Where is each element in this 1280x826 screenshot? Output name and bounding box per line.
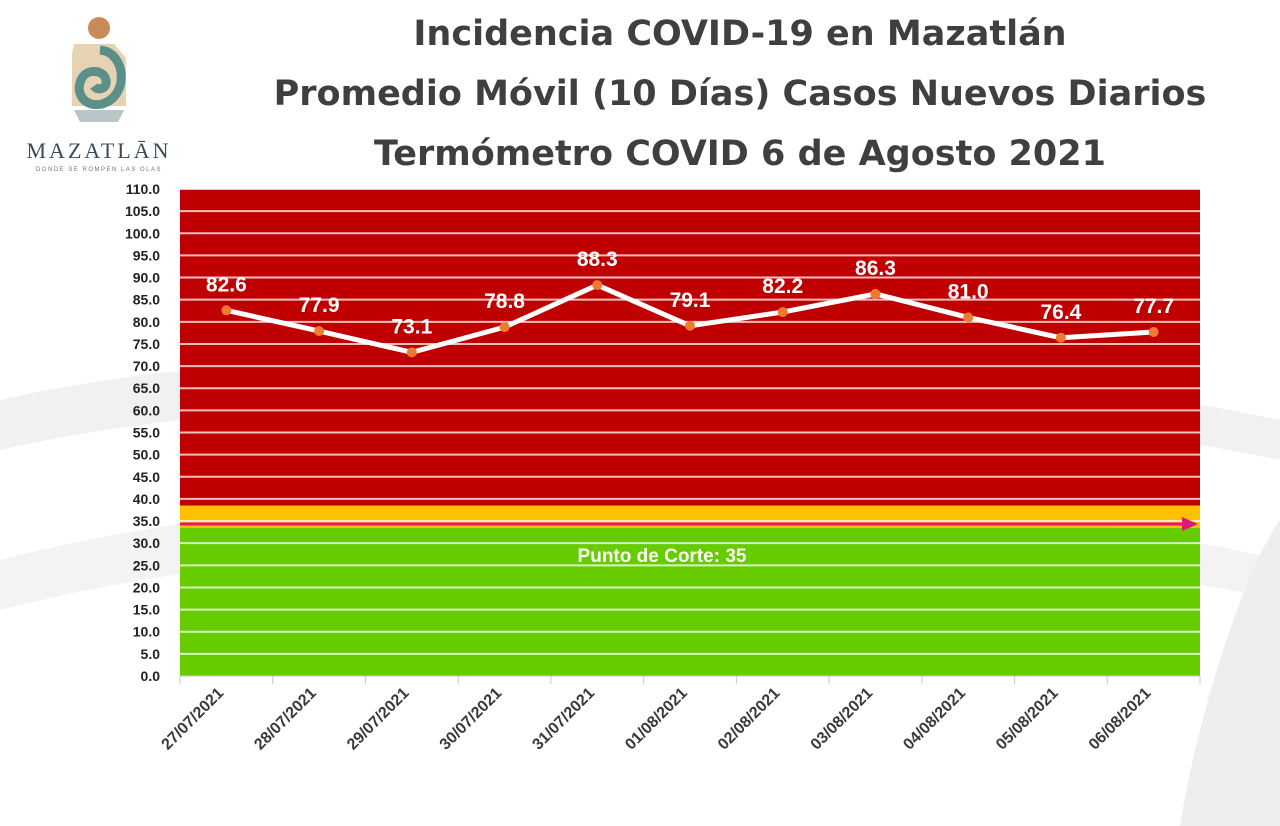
chart-date-line: Termómetro COVID 6 de Agosto 2021 bbox=[374, 134, 1106, 174]
data-point bbox=[406, 347, 417, 358]
band-orange bbox=[180, 505, 1200, 528]
y-tick-label: 10.0 bbox=[133, 624, 160, 640]
y-tick-label: 50.0 bbox=[133, 447, 160, 463]
y-tick-label: 55.0 bbox=[133, 425, 160, 441]
mazatlan-emblem-icon bbox=[72, 17, 126, 122]
logo-wordmark: MAZATLĀN bbox=[26, 138, 172, 163]
chart-title: Incidencia COVID-19 en Mazatlán bbox=[413, 14, 1067, 54]
data-label: 88.3 bbox=[577, 248, 618, 271]
data-point bbox=[685, 320, 695, 331]
x-tick-label: 04/08/2021 bbox=[900, 685, 969, 754]
data-label: 73.1 bbox=[391, 315, 432, 338]
y-tick-label: 5.0 bbox=[141, 646, 161, 662]
x-tick-label: 28/07/2021 bbox=[251, 685, 320, 754]
y-tick-label: 85.0 bbox=[133, 292, 160, 308]
data-label: 77.7 bbox=[1133, 295, 1174, 318]
data-label: 81.0 bbox=[948, 280, 989, 303]
x-tick-label: 29/07/2021 bbox=[344, 685, 413, 754]
y-tick-label: 0.0 bbox=[141, 668, 161, 684]
x-tick-label: 02/08/2021 bbox=[715, 685, 784, 754]
data-label: 86.3 bbox=[855, 257, 896, 280]
x-tick-label: 01/08/2021 bbox=[622, 685, 691, 754]
data-labels: 82.6 77.9 73.1 78.8 88.3 79.1 82.2 86.3 81.0 76.4… bbox=[206, 248, 1174, 338]
x-tick-label: 31/07/2021 bbox=[529, 685, 598, 754]
y-tick-label: 30.0 bbox=[133, 535, 160, 551]
data-point bbox=[777, 307, 788, 318]
data-label: 82.6 bbox=[206, 273, 247, 296]
x-tick-label: 30/07/2021 bbox=[437, 685, 506, 754]
y-tick-label: 65.0 bbox=[133, 380, 160, 396]
cut-point-label: Punto de Corte: 35 bbox=[578, 546, 747, 567]
y-tick-label: 25.0 bbox=[133, 557, 160, 573]
y-tick-label: 80.0 bbox=[133, 314, 160, 330]
data-point bbox=[499, 322, 510, 333]
y-tick-label: 100.0 bbox=[125, 225, 160, 241]
x-tick-label: 03/08/2021 bbox=[808, 685, 877, 754]
y-tick-label: 20.0 bbox=[133, 579, 160, 595]
data-point bbox=[1055, 332, 1066, 343]
data-point bbox=[963, 312, 974, 323]
y-tick-label: 35.0 bbox=[133, 513, 160, 529]
data-label: 77.9 bbox=[299, 294, 340, 317]
y-axis-ticks: 0.0 5.0 10.0 15.0 20.0 25.0 30.0 35.0 40.0 45.0 50… bbox=[125, 181, 160, 684]
data-point bbox=[592, 280, 603, 291]
y-tick-label: 70.0 bbox=[133, 358, 160, 374]
y-tick-label: 90.0 bbox=[133, 270, 160, 286]
gridlines bbox=[180, 188, 1200, 655]
data-point bbox=[870, 288, 881, 299]
data-label: 76.4 bbox=[1040, 301, 1081, 324]
data-label: 79.1 bbox=[670, 289, 711, 312]
data-label: 78.8 bbox=[484, 290, 525, 313]
x-axis-ticks: 27/07/2021 28/07/2021 29/07/2021 30/07/2021… bbox=[159, 676, 1201, 754]
data-point bbox=[314, 326, 325, 337]
y-tick-label: 105.0 bbox=[125, 203, 160, 219]
x-tick-label: 06/08/2021 bbox=[1086, 685, 1155, 754]
data-points bbox=[221, 280, 1159, 358]
band-red bbox=[180, 189, 1200, 506]
mazatlan-logo: MAZATLĀN DONDE SE ROMPEN LAS OLAS bbox=[14, 14, 184, 174]
x-tick-label: 27/07/2021 bbox=[159, 685, 228, 754]
y-tick-label: 75.0 bbox=[133, 336, 160, 352]
logo-tagline: DONDE SE ROMPEN LAS OLAS bbox=[35, 167, 163, 173]
data-point bbox=[221, 305, 232, 316]
y-tick-label: 15.0 bbox=[133, 602, 160, 618]
cut-point-marker: Punto de Corte: 35 bbox=[180, 517, 1198, 567]
cut-point-arrow-icon bbox=[1182, 517, 1198, 532]
data-label: 82.2 bbox=[762, 275, 803, 298]
data-point bbox=[1148, 327, 1159, 338]
y-tick-label: 110.0 bbox=[126, 181, 160, 197]
chart-subtitle: Promedio Móvil (10 Días) Casos Nuevos Di… bbox=[273, 74, 1207, 114]
y-tick-label: 40.0 bbox=[133, 491, 160, 507]
band-green bbox=[180, 527, 1200, 676]
threshold-bands bbox=[180, 189, 1200, 676]
y-tick-label: 95.0 bbox=[133, 247, 160, 263]
y-tick-label: 60.0 bbox=[133, 402, 160, 418]
y-tick-label: 45.0 bbox=[133, 469, 160, 485]
x-tick-label: 05/08/2021 bbox=[993, 685, 1062, 754]
